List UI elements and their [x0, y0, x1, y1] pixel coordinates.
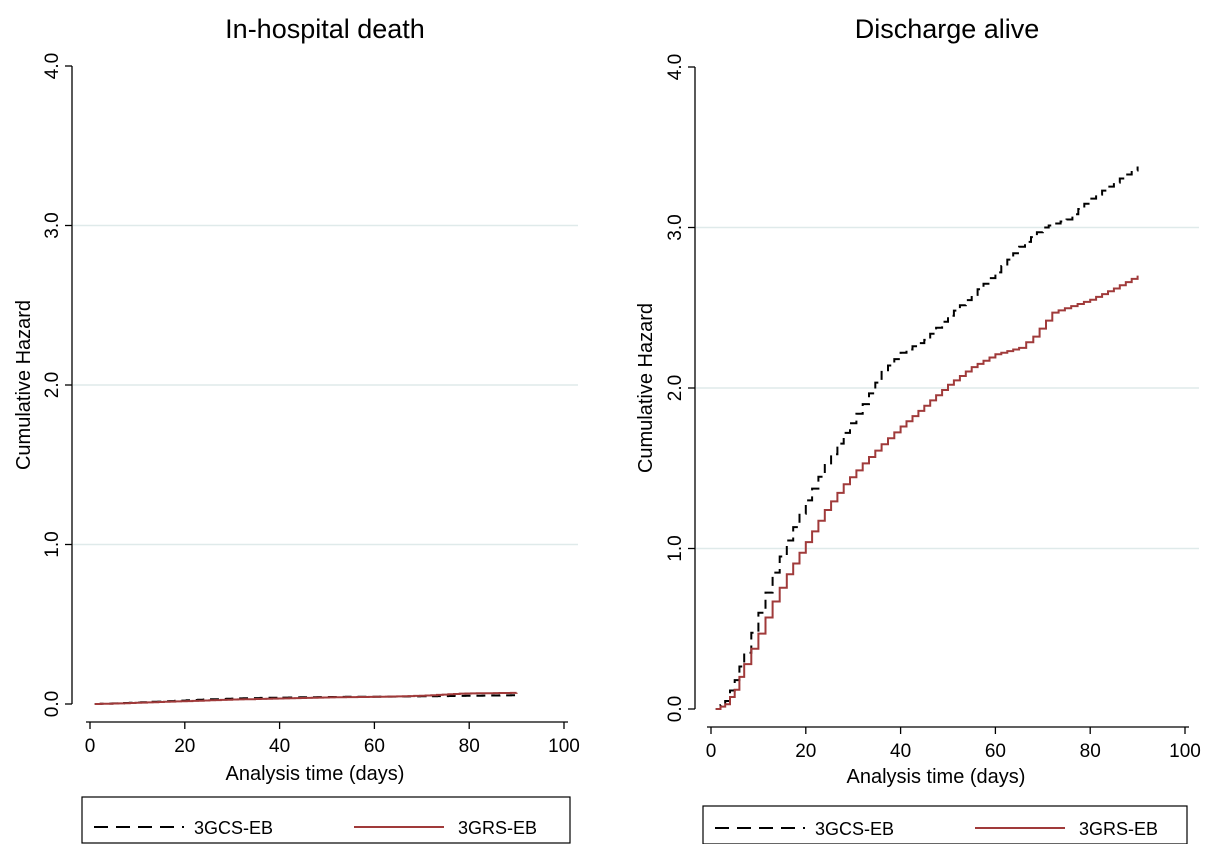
legend-label: 3GCS-EB [194, 818, 273, 838]
legend-box [702, 805, 1188, 844]
y-tick-label: 3.0 [42, 212, 63, 238]
legend-label: 3GCS-EB [815, 819, 894, 839]
x-tick-label: 40 [890, 741, 911, 762]
x-tick-label: 40 [269, 736, 290, 757]
x-tick-label: 0 [85, 736, 96, 757]
legend-label: 3GRS-EB [1079, 819, 1158, 839]
series-line-3gcs-eb [715, 166, 1139, 710]
chart-panel-1: In-hospital death 0.0 1.0 2.0 3.0 4.0 Cumulati… [13, 14, 580, 844]
y-axis-label: Cumulative Hazard [13, 300, 35, 470]
y-tick-label: 1.0 [42, 531, 63, 557]
y-axis-label: Cumulative Hazard [635, 303, 657, 473]
x-tick-label: 60 [985, 741, 1006, 762]
x-tick-label: 20 [795, 741, 816, 762]
y-tick-label: 0.0 [665, 696, 686, 722]
x-tick-label: 100 [1169, 741, 1201, 762]
series-line-3grs-eb [94, 691, 518, 705]
series-line-3grs-eb [715, 275, 1139, 710]
legend-label: 3GRS-EB [458, 818, 537, 838]
y-tick-label: 0.0 [42, 691, 63, 717]
legend: 3GCS-EB 3GRS-EB [702, 805, 1188, 844]
y-tick-label: 4.0 [42, 53, 63, 79]
x-axis-label: Analysis time (days) [226, 763, 405, 785]
chart-panel-2: Discharge alive 0.0 1.0 2.0 3.0 4.0 Cumulative… [635, 14, 1201, 844]
x-axis-label: Analysis time (days) [847, 766, 1026, 788]
x-tick-label: 0 [706, 741, 717, 762]
legend: 3GCS-EB 3GRS-EB [81, 796, 571, 844]
y-tick-label: 3.0 [665, 214, 686, 240]
x-tick-label: 80 [459, 736, 480, 757]
x-tick-label: 80 [1080, 741, 1101, 762]
y-tick-label: 4.0 [665, 54, 686, 80]
chart-title: Discharge alive [855, 14, 1040, 44]
y-tick-label: 2.0 [42, 372, 63, 398]
legend-box [81, 796, 571, 844]
x-tick-label: 100 [548, 736, 580, 757]
x-tick-label: 60 [364, 736, 385, 757]
x-tick-label: 20 [174, 736, 195, 757]
y-tick-label: 2.0 [665, 375, 686, 401]
y-tick-label: 1.0 [665, 535, 686, 561]
chart-title: In-hospital death [225, 14, 425, 44]
